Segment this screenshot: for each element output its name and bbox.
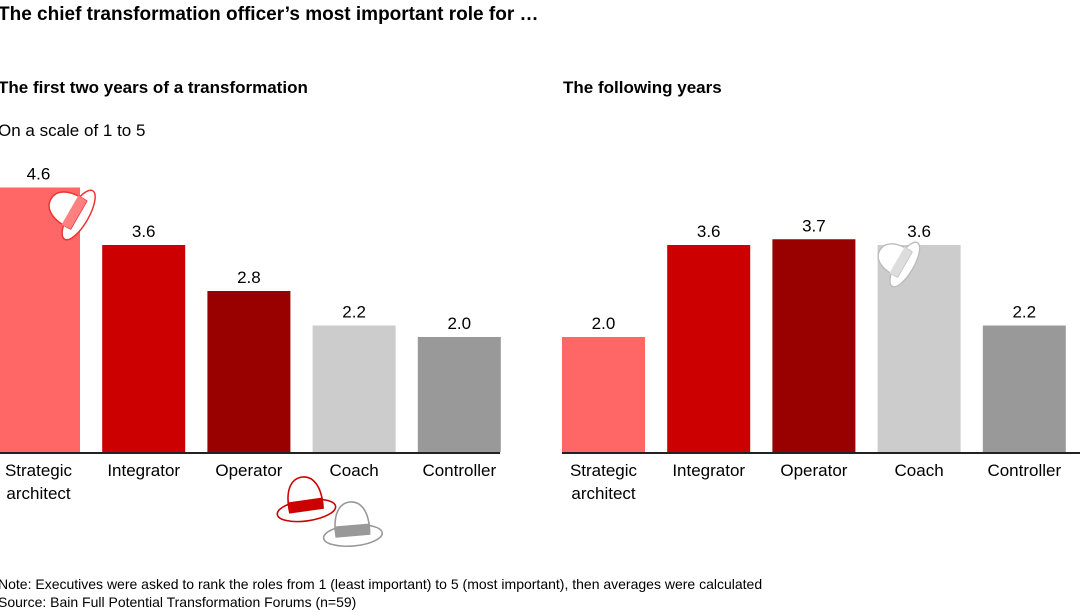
data-label: 2.2 — [1012, 303, 1036, 322]
source-note: Source: Bain Full Potential Transformati… — [0, 594, 357, 610]
white-hat-icon — [877, 241, 921, 288]
category-label: architect — [571, 484, 636, 503]
category-label: architect — [6, 484, 71, 503]
data-label: 2.2 — [342, 303, 366, 322]
category-label: Integrator — [672, 461, 745, 480]
bar-operator — [207, 291, 291, 452]
data-label: 2.0 — [592, 314, 616, 333]
stacked-hats-icon — [276, 476, 337, 523]
bar-controller — [417, 337, 501, 452]
category-label: Strategic — [570, 461, 638, 480]
red-hat-icon — [48, 189, 96, 241]
chart-2-title: The following years — [563, 78, 722, 97]
page-title: The chief transformation officer’s most … — [0, 4, 539, 25]
category-label: Operator — [215, 461, 282, 480]
category-label: Integrator — [107, 461, 180, 480]
category-label: Controller — [422, 461, 496, 480]
category-label: Strategic — [5, 461, 73, 480]
chart-2: 2.0 Strategic architect 3.6 Integrator 3.7 Ope… — [562, 216, 1080, 503]
category-label: Operator — [780, 461, 847, 480]
data-label: 3.6 — [132, 222, 156, 241]
category-label: Coach — [330, 461, 379, 480]
bar-integrator — [667, 245, 751, 452]
chart-1-title: The first two years of a transformation — [0, 78, 308, 97]
data-label: 3.6 — [697, 222, 721, 241]
bar-coach — [312, 325, 396, 452]
data-label: 2.0 — [447, 314, 471, 333]
data-label: 3.6 — [907, 222, 931, 241]
scale-note: On a scale of 1 to 5 — [0, 121, 146, 140]
chart-1: 4.6 Strategic architect 3.6 Integrator 2.8 Ope… — [0, 165, 501, 503]
bar-integrator — [102, 245, 186, 452]
data-label: 4.6 — [27, 165, 51, 184]
data-label: 3.7 — [802, 216, 826, 235]
footnote: Note: Executives were asked to rank the … — [0, 576, 763, 592]
bar-operator — [772, 239, 856, 452]
category-label: Coach — [895, 461, 944, 480]
data-label: 2.8 — [237, 268, 261, 287]
category-label: Controller — [987, 461, 1061, 480]
bar-strategic-architect — [562, 337, 645, 452]
white-hat-icon — [322, 501, 384, 548]
bar-controller — [982, 325, 1066, 452]
